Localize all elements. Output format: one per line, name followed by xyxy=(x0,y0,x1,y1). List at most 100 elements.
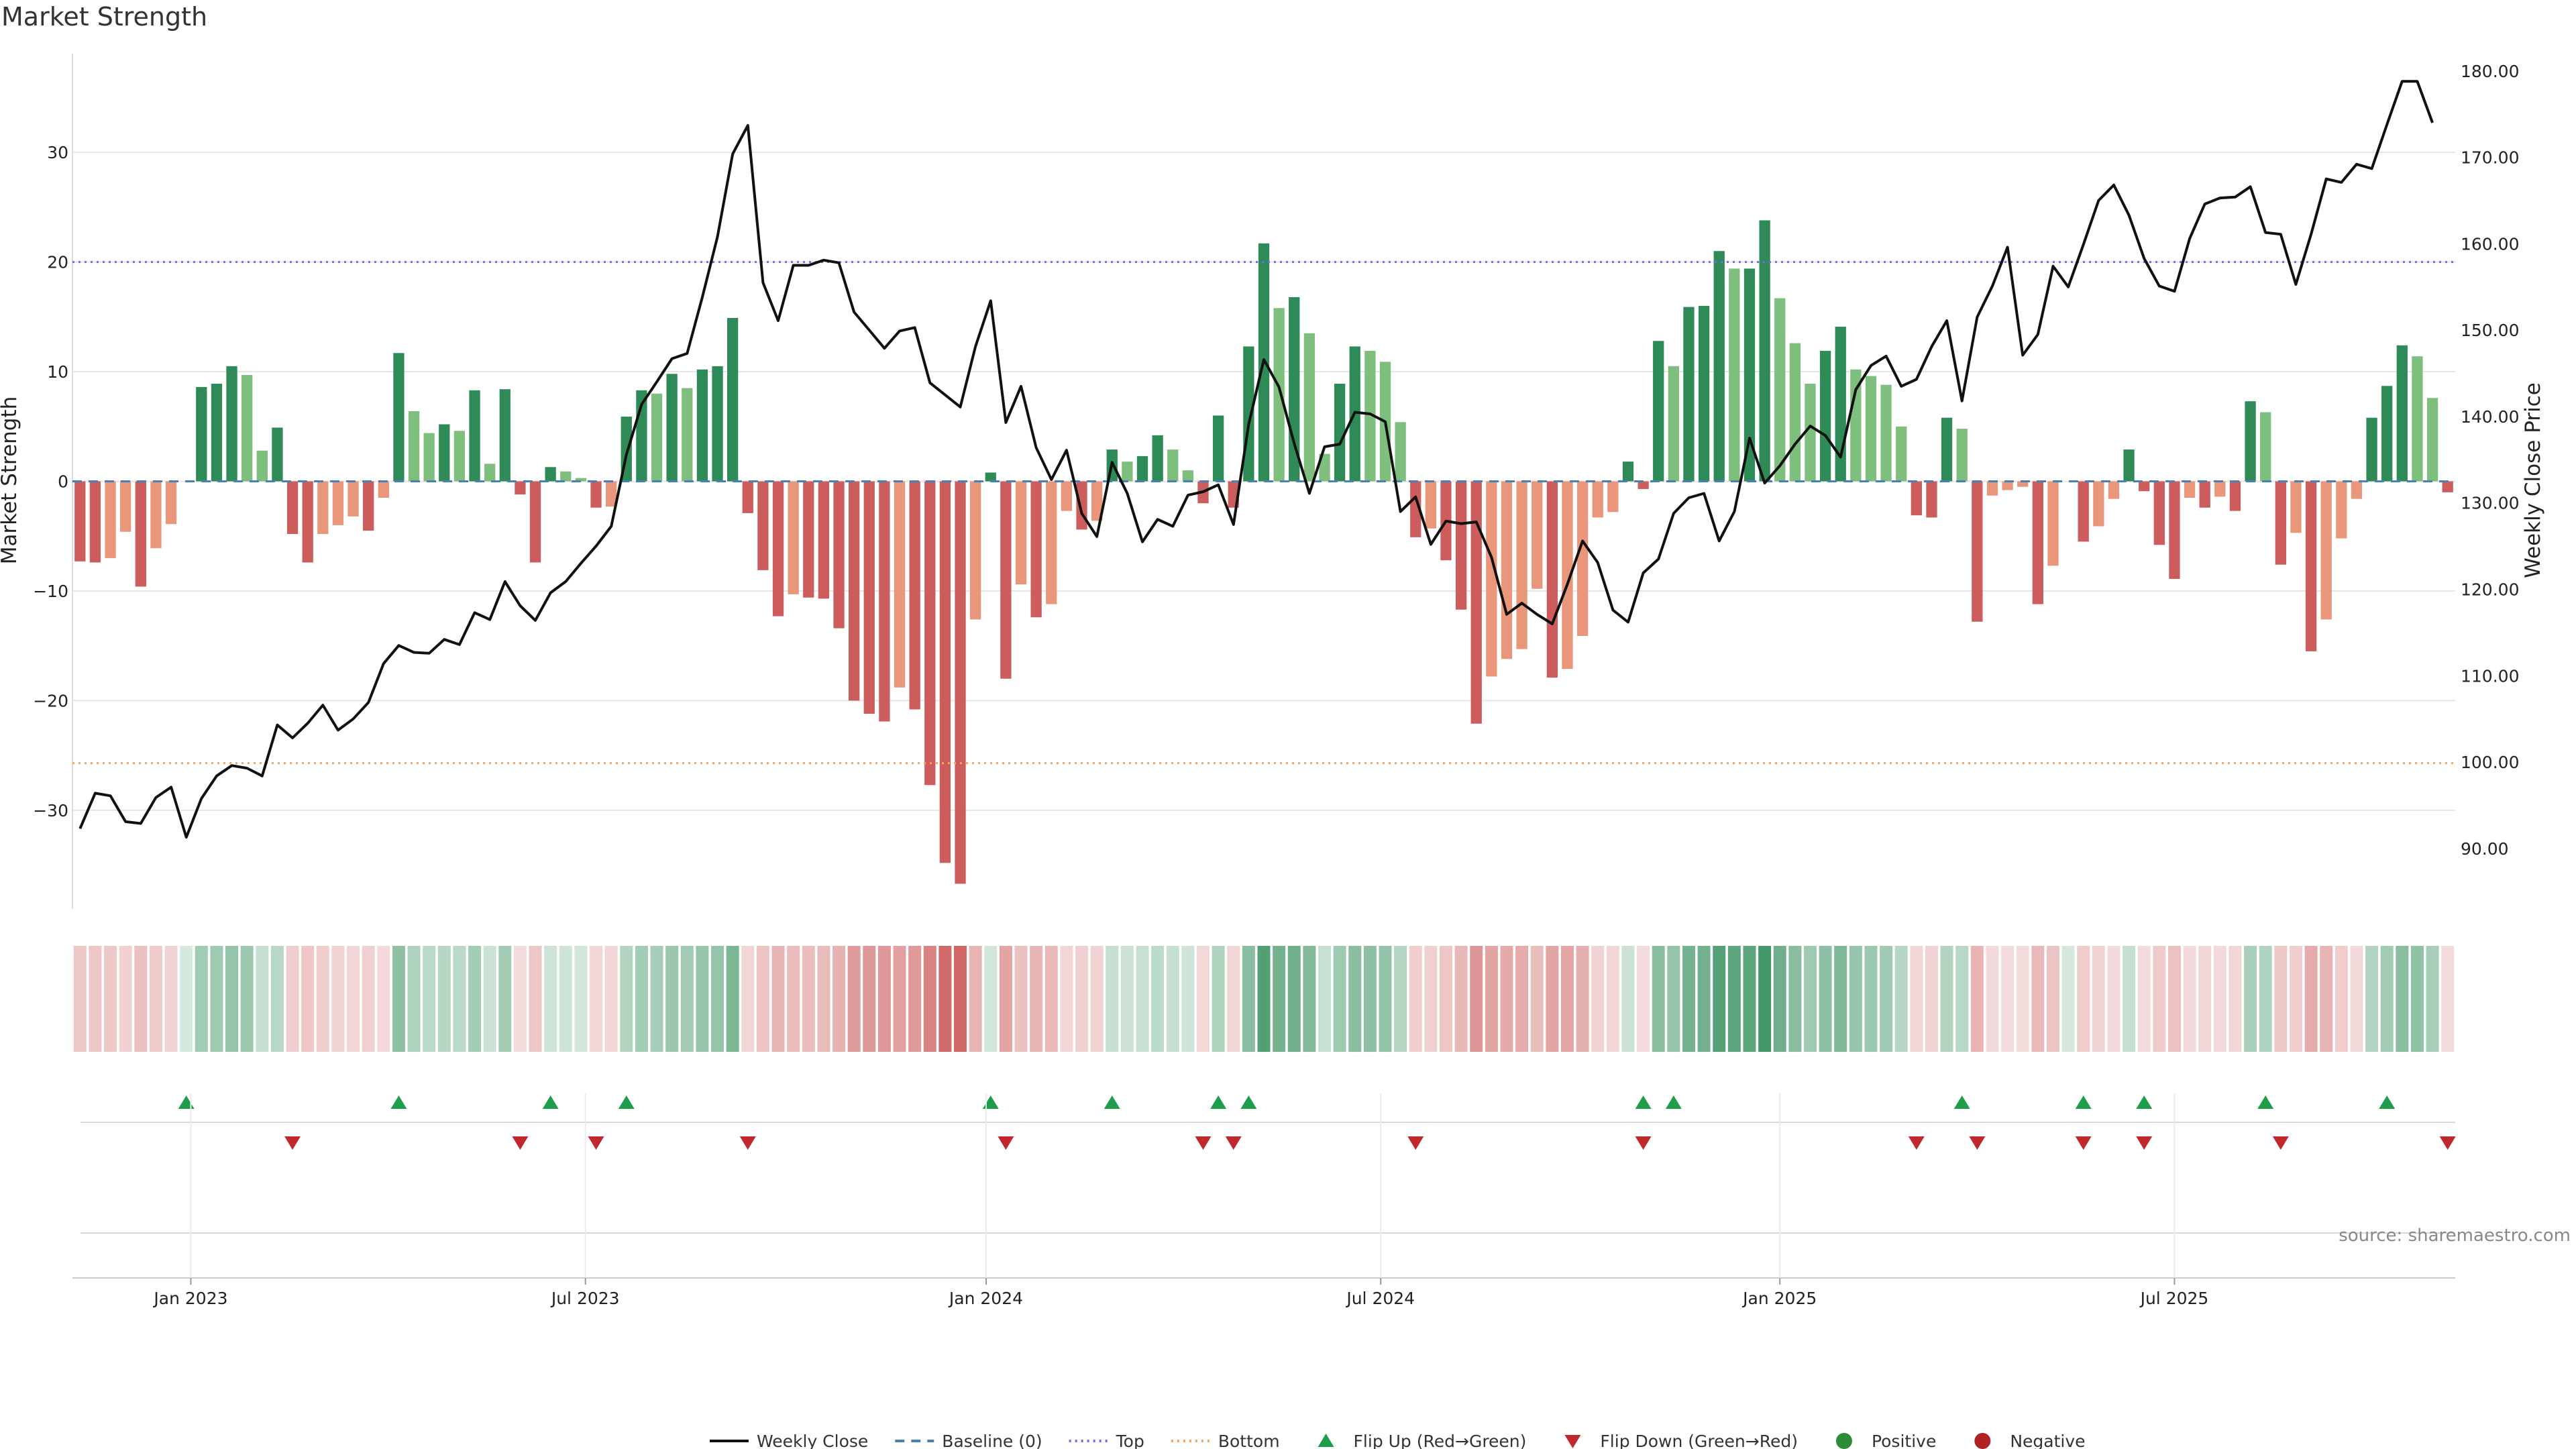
strength-bar xyxy=(2032,481,2043,604)
strip-cell xyxy=(2229,946,2242,1052)
strip-cell xyxy=(1166,946,1179,1052)
strength-bar xyxy=(74,481,86,561)
strength-bar xyxy=(772,481,784,616)
x-axis: Jan 2023 Jul 2023 Jan 2024 Jul 2024 Jan 2025… xyxy=(72,1093,2455,1308)
strength-bar xyxy=(2336,481,2347,539)
strip-cell xyxy=(893,946,906,1052)
strength-bar xyxy=(1941,417,1953,482)
flip-up-marker xyxy=(2379,1095,2396,1109)
strength-bar xyxy=(1273,308,1285,482)
strip-cell xyxy=(2396,946,2409,1052)
strength-bar xyxy=(1470,481,1482,724)
strip-cell xyxy=(1591,946,1605,1052)
strength-bar xyxy=(1819,350,1831,482)
y2-tick-label: 160.00 xyxy=(2461,234,2519,254)
flip-down-marker xyxy=(2075,1136,2092,1150)
strength-bar xyxy=(1896,426,1907,482)
strength-bar xyxy=(120,481,131,532)
strip-cell xyxy=(2167,946,2181,1052)
strength-bar xyxy=(1850,369,1862,482)
strip-cell xyxy=(1060,946,1073,1052)
legend: Weekly Close Baseline (0) Top Bottom Flip Up… xyxy=(710,1432,2086,1449)
x-tick-label: Jul 2025 xyxy=(2139,1289,2209,1308)
y2-tick-label: 110.00 xyxy=(2461,666,2519,686)
strength-bar xyxy=(515,481,526,495)
strip-cell xyxy=(771,946,785,1052)
strip-cell xyxy=(407,946,421,1052)
strip-cell xyxy=(1470,946,1483,1052)
y2-tick-label: 180.00 xyxy=(2461,62,2519,81)
strength-bar xyxy=(1122,462,1133,482)
strip-cell xyxy=(544,946,557,1052)
strip-cell xyxy=(2289,946,2302,1052)
strip-cell xyxy=(1637,946,1650,1052)
strength-bar xyxy=(1152,435,1163,482)
strip-cell xyxy=(1880,946,1893,1052)
strength-bar xyxy=(2320,481,2332,620)
strip-cell xyxy=(1986,946,1999,1052)
strip-cell xyxy=(270,946,284,1052)
strength-bar xyxy=(2214,481,2226,497)
strip-cell xyxy=(2092,946,2105,1052)
strip-cell xyxy=(756,946,769,1052)
strip-cell xyxy=(1075,946,1089,1052)
source-note: source: sharemaestro.com xyxy=(2339,1226,2571,1246)
strip-cell xyxy=(286,946,299,1052)
strength-bar xyxy=(211,384,223,482)
strength-bar xyxy=(2139,481,2150,492)
level-lines xyxy=(72,261,2455,765)
strength-bar xyxy=(2123,449,2135,482)
strength-bar xyxy=(788,481,799,594)
y-tick-label: 10 xyxy=(47,362,68,382)
strip-cell xyxy=(2137,946,2151,1052)
strength-bar xyxy=(423,433,435,482)
strength-bar xyxy=(2366,417,2377,482)
strip-cell xyxy=(1697,946,1711,1052)
legend-label: Bottom xyxy=(1218,1432,1280,1449)
strip-cell xyxy=(1894,946,1908,1052)
strength-bar xyxy=(408,411,420,482)
strip-cell xyxy=(2334,946,2348,1052)
strength-bar xyxy=(1607,481,1619,513)
strength-bar xyxy=(286,481,299,534)
strength-bar xyxy=(2305,481,2317,651)
strip-cell xyxy=(590,946,603,1052)
strength-bar xyxy=(135,481,146,587)
strip-cell xyxy=(347,946,360,1052)
y2-tick-label: 140.00 xyxy=(2461,407,2519,427)
legend-flip-down-icon xyxy=(1564,1435,1581,1448)
strip-cell xyxy=(696,946,709,1052)
strength-bar xyxy=(1653,341,1664,482)
strip-cell xyxy=(833,946,846,1052)
strip-cell xyxy=(726,946,739,1052)
strip-cell xyxy=(999,946,1012,1052)
strip-cell xyxy=(2304,946,2318,1052)
strength-bar xyxy=(2396,345,2408,482)
strength-bar xyxy=(1061,481,1073,511)
strength-bar xyxy=(666,374,678,482)
flip-down-marker xyxy=(998,1136,1014,1150)
strength-bar xyxy=(1729,268,1740,482)
strength-bar xyxy=(1319,453,1330,482)
flip-up-marker xyxy=(1104,1095,1120,1109)
strip-cell xyxy=(1727,946,1741,1052)
y2-tick-label: 100.00 xyxy=(2461,753,2519,772)
legend-label: Flip Down (Green→Red) xyxy=(1600,1432,1798,1449)
strength-bar xyxy=(256,450,268,482)
strength-bar xyxy=(1015,481,1027,585)
legend-item: Bottom xyxy=(1171,1432,1280,1449)
flip-down-marker xyxy=(1195,1136,1212,1150)
strength-bar xyxy=(818,481,830,599)
strip-cell xyxy=(1925,946,1938,1052)
strength-bar xyxy=(196,386,207,482)
strip-cell xyxy=(650,946,663,1052)
strength-bar xyxy=(1136,455,1148,482)
y-tick-label: 20 xyxy=(47,253,68,272)
y-tick-label: −10 xyxy=(33,582,68,601)
strength-bar xyxy=(1516,481,1527,649)
strip-cell xyxy=(817,946,830,1052)
left-axis-label: Market Strength xyxy=(0,396,21,565)
strength-bar xyxy=(879,481,890,722)
strip-cell xyxy=(711,946,724,1052)
strength-bar xyxy=(1364,350,1376,482)
